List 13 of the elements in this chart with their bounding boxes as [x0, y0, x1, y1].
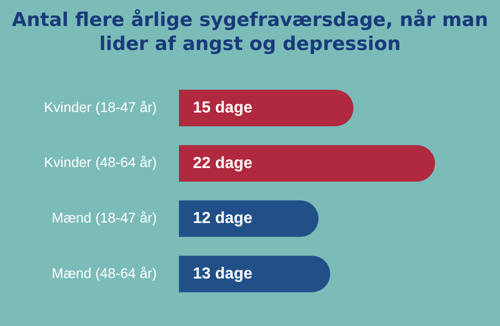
- y-tick-label: Mænd (18-47 år): [52, 210, 157, 226]
- bar: [178, 200, 319, 237]
- data-label: 13 dage: [192, 265, 253, 282]
- data-label: 15 dage: [192, 99, 253, 116]
- bar: [178, 256, 330, 292]
- y-tick-label: Mænd (48-64 år): [52, 264, 157, 281]
- data-label: 12 dage: [192, 210, 253, 228]
- y-tick-label: Kvinder (48-64 år): [44, 154, 157, 170]
- bar: [178, 145, 436, 182]
- chart-title: Antal flere årlige sygefraværsdage, når man lider af angst og depression: [10, 8, 490, 57]
- y-tick-label: Kvinder (18-47 år): [44, 98, 157, 115]
- data-label: 22 dage: [192, 154, 253, 172]
- bar: [178, 90, 354, 126]
